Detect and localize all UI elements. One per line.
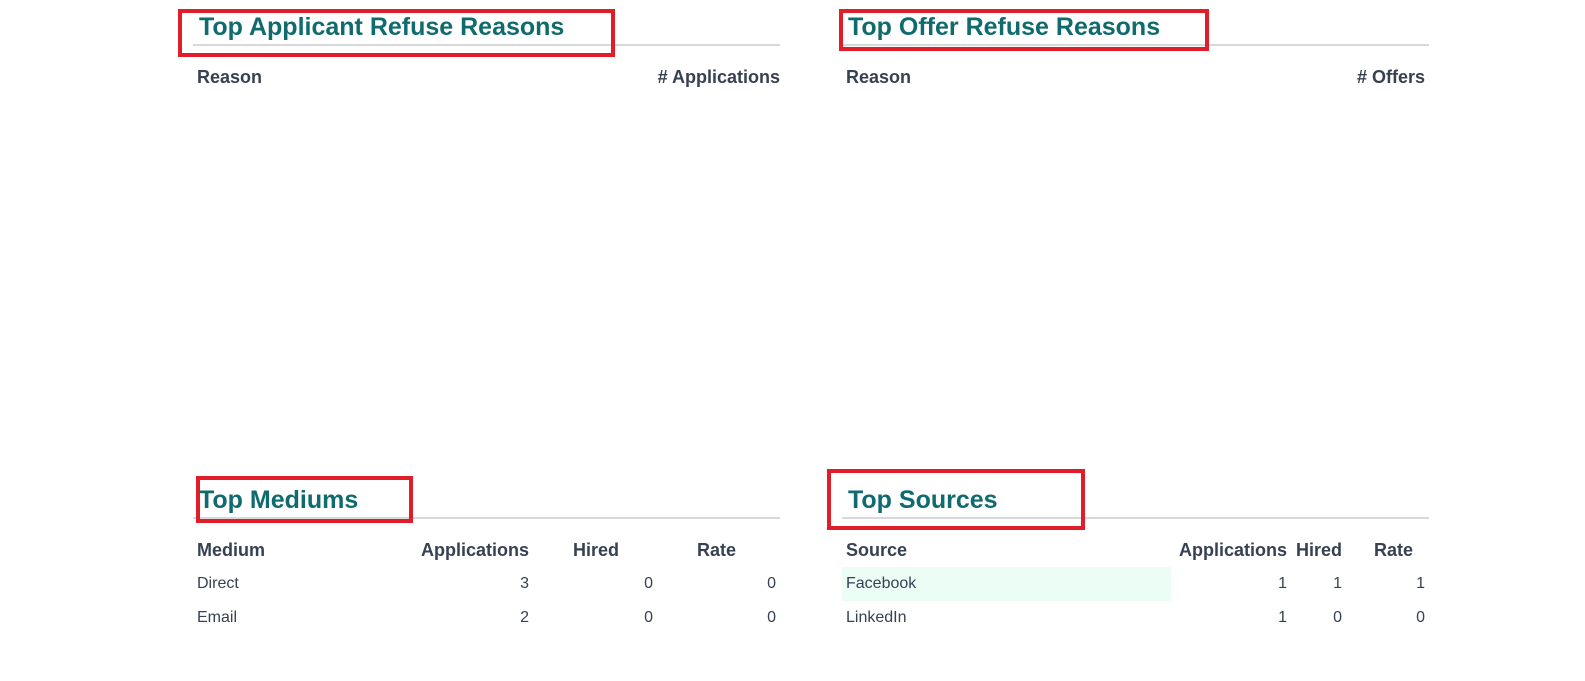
rate-header: Rate xyxy=(697,540,737,560)
source-hired: 1 xyxy=(1333,575,1342,592)
offers-count-header: # Offers xyxy=(1356,67,1425,87)
reason-header: Reason xyxy=(197,67,263,87)
sources-title: Top Sources xyxy=(842,481,1429,519)
mediums-panel: Top Mediums Medium Applications Hired Ra… xyxy=(193,481,780,635)
source-rate: 0 xyxy=(1416,609,1425,626)
table-header-row: Reason # Applications xyxy=(193,66,780,94)
table-row[interactable]: LinkedIn 1 0 0 xyxy=(842,601,1429,635)
reason-header: Reason xyxy=(846,67,912,87)
table-row[interactable]: Email 2 0 0 xyxy=(193,601,780,635)
medium-name: Direct xyxy=(197,575,239,592)
table-header-row: Reason # Offers xyxy=(842,66,1429,94)
table-row[interactable]: Facebook 1 1 1 xyxy=(842,567,1429,601)
rate-header: Rate xyxy=(1373,540,1413,560)
applicant-refuse-table: Reason # Applications xyxy=(193,66,780,94)
applicant-refuse-panel: Top Applicant Refuse Reasons Reason # Ap… xyxy=(193,8,780,94)
source-name: LinkedIn xyxy=(846,609,907,626)
source-hired: 0 xyxy=(1333,609,1342,626)
source-rate: 1 xyxy=(1416,575,1425,592)
source-applications: 1 xyxy=(1278,609,1287,626)
applicant-refuse-title: Top Applicant Refuse Reasons xyxy=(193,8,780,46)
table-header-row: Medium Applications Hired Rate xyxy=(193,539,780,567)
offer-refuse-title: Top Offer Refuse Reasons xyxy=(842,8,1429,46)
mediums-title: Top Mediums xyxy=(193,481,780,519)
offer-refuse-table: Reason # Offers xyxy=(842,66,1429,94)
medium-rate: 0 xyxy=(767,609,776,626)
table-header-row: Source Applications Hired Rate xyxy=(842,539,1429,567)
offer-refuse-panel: Top Offer Refuse Reasons Reason # Offers xyxy=(842,8,1429,94)
applications-header: Applications xyxy=(420,540,529,560)
medium-name: Email xyxy=(197,609,238,626)
medium-hired: 0 xyxy=(644,575,653,592)
applications-header: Applications xyxy=(1178,540,1287,560)
mediums-table: Medium Applications Hired Rate Direct 3 … xyxy=(193,539,780,635)
sources-panel: Top Sources Source Applications Hired Ra… xyxy=(842,481,1429,635)
table-row[interactable]: Direct 3 0 0 xyxy=(193,567,780,601)
medium-hired: 0 xyxy=(644,609,653,626)
source-header: Source xyxy=(846,540,908,560)
medium-applications: 2 xyxy=(520,609,529,626)
hired-header: Hired xyxy=(1295,540,1342,560)
medium-header: Medium xyxy=(197,540,266,560)
medium-rate: 0 xyxy=(767,575,776,592)
hired-header: Hired xyxy=(573,540,620,560)
applications-count-header: # Applications xyxy=(657,67,780,87)
sources-table: Source Applications Hired Rate Facebook … xyxy=(842,539,1429,635)
source-applications: 1 xyxy=(1278,575,1287,592)
source-name: Facebook xyxy=(842,567,1171,601)
medium-applications: 3 xyxy=(520,575,529,592)
